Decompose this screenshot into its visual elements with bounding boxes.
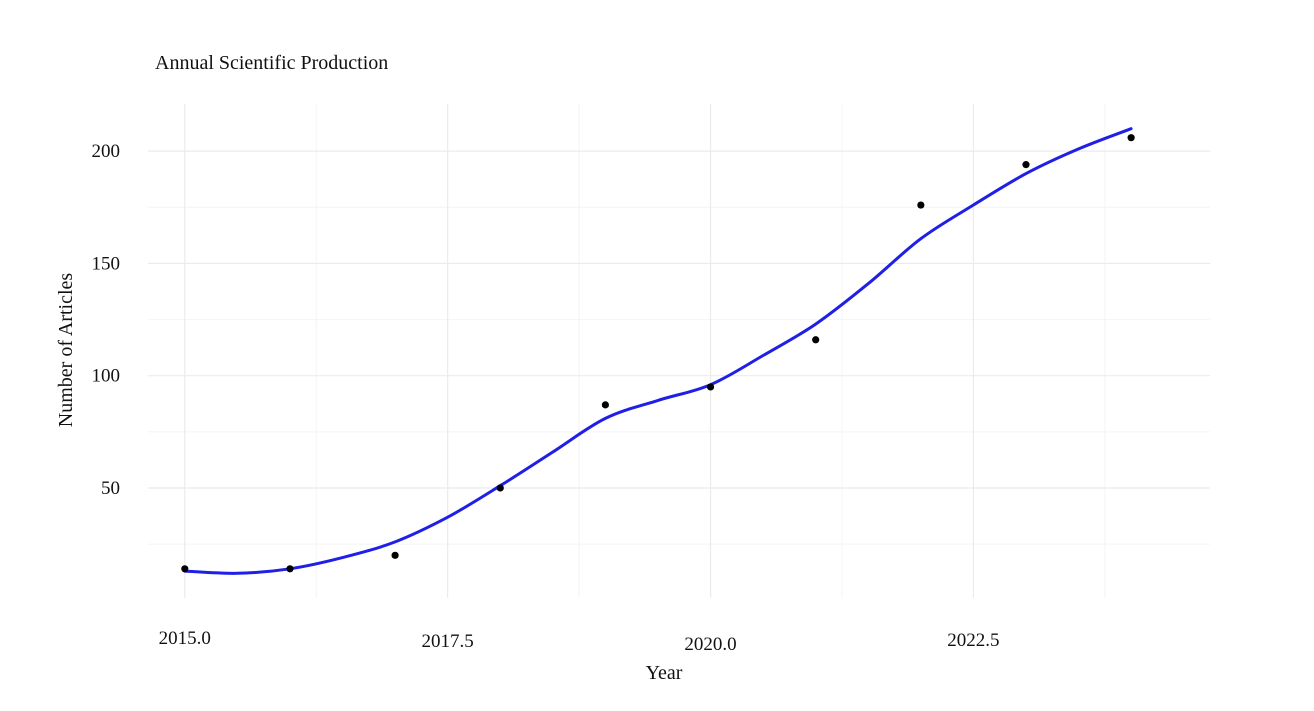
data-point	[1127, 134, 1135, 142]
y-tick-label: 150	[92, 253, 121, 274]
data-point	[706, 383, 715, 391]
x-tick-label: 2017.5	[422, 631, 474, 652]
data-point	[1022, 161, 1030, 169]
y-axis-title: Number of Articles	[55, 273, 77, 428]
x-axis-ticks: 2015.0 2017.5 2020.0 2022.5	[159, 628, 1000, 655]
y-axis-ticks: 50 100 150 200	[92, 141, 121, 499]
y-tick-label: 50	[101, 478, 120, 499]
y-tick-label: 200	[92, 141, 121, 162]
smooth-trend-line	[183, 127, 1133, 575]
data-point	[286, 565, 294, 573]
x-tick-label: 2015.0	[159, 628, 211, 649]
y-tick-label: 100	[92, 366, 121, 387]
data-point	[181, 565, 189, 573]
x-axis-title: Year	[646, 662, 683, 684]
data-point	[917, 201, 925, 209]
data-point	[601, 401, 609, 409]
chart-title: Annual Scientific Production	[155, 52, 388, 74]
data-point	[496, 484, 504, 492]
x-tick-label: 2022.5	[947, 630, 999, 651]
x-tick-label: 2020.0	[684, 634, 736, 655]
grid	[148, 104, 1210, 598]
data-point	[391, 551, 399, 559]
data-points-layer	[181, 134, 1135, 573]
smooth-trend-line-layer	[183, 127, 1133, 575]
data-point	[812, 336, 820, 344]
